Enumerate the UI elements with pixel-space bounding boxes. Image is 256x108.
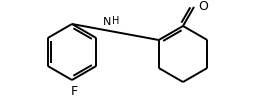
Text: N: N bbox=[103, 17, 111, 27]
Text: O: O bbox=[198, 0, 208, 14]
Text: H: H bbox=[112, 16, 119, 26]
Text: F: F bbox=[70, 85, 78, 98]
